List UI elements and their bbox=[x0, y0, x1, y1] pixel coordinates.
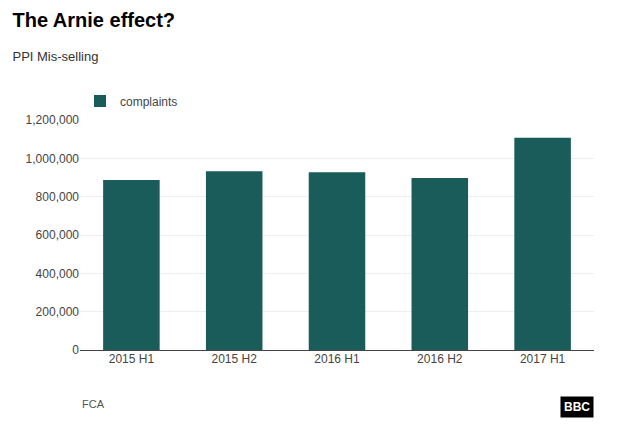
svg-text:2015 H1: 2015 H1 bbox=[109, 352, 155, 366]
svg-text:400,000: 400,000 bbox=[36, 267, 80, 281]
svg-text:600,000: 600,000 bbox=[36, 228, 80, 242]
svg-text:1,200,000: 1,200,000 bbox=[26, 113, 80, 127]
svg-text:2017 H1: 2017 H1 bbox=[520, 352, 566, 366]
svg-text:PPI Mis-selling: PPI Mis-selling bbox=[12, 49, 98, 64]
svg-text:2016 H2: 2016 H2 bbox=[417, 352, 463, 366]
svg-text:200,000: 200,000 bbox=[36, 305, 80, 319]
svg-text:2016 H1: 2016 H1 bbox=[314, 352, 360, 366]
svg-text:0: 0 bbox=[72, 343, 79, 357]
svg-text:2015 H2: 2015 H2 bbox=[212, 352, 258, 366]
svg-text:800,000: 800,000 bbox=[36, 190, 80, 204]
svg-text:complaints: complaints bbox=[120, 95, 177, 109]
svg-text:The Arnie effect?: The Arnie effect? bbox=[12, 9, 175, 31]
svg-text:BBC: BBC bbox=[564, 400, 590, 414]
svg-text:FCA: FCA bbox=[82, 398, 105, 410]
svg-text:1,000,000: 1,000,000 bbox=[26, 152, 80, 166]
